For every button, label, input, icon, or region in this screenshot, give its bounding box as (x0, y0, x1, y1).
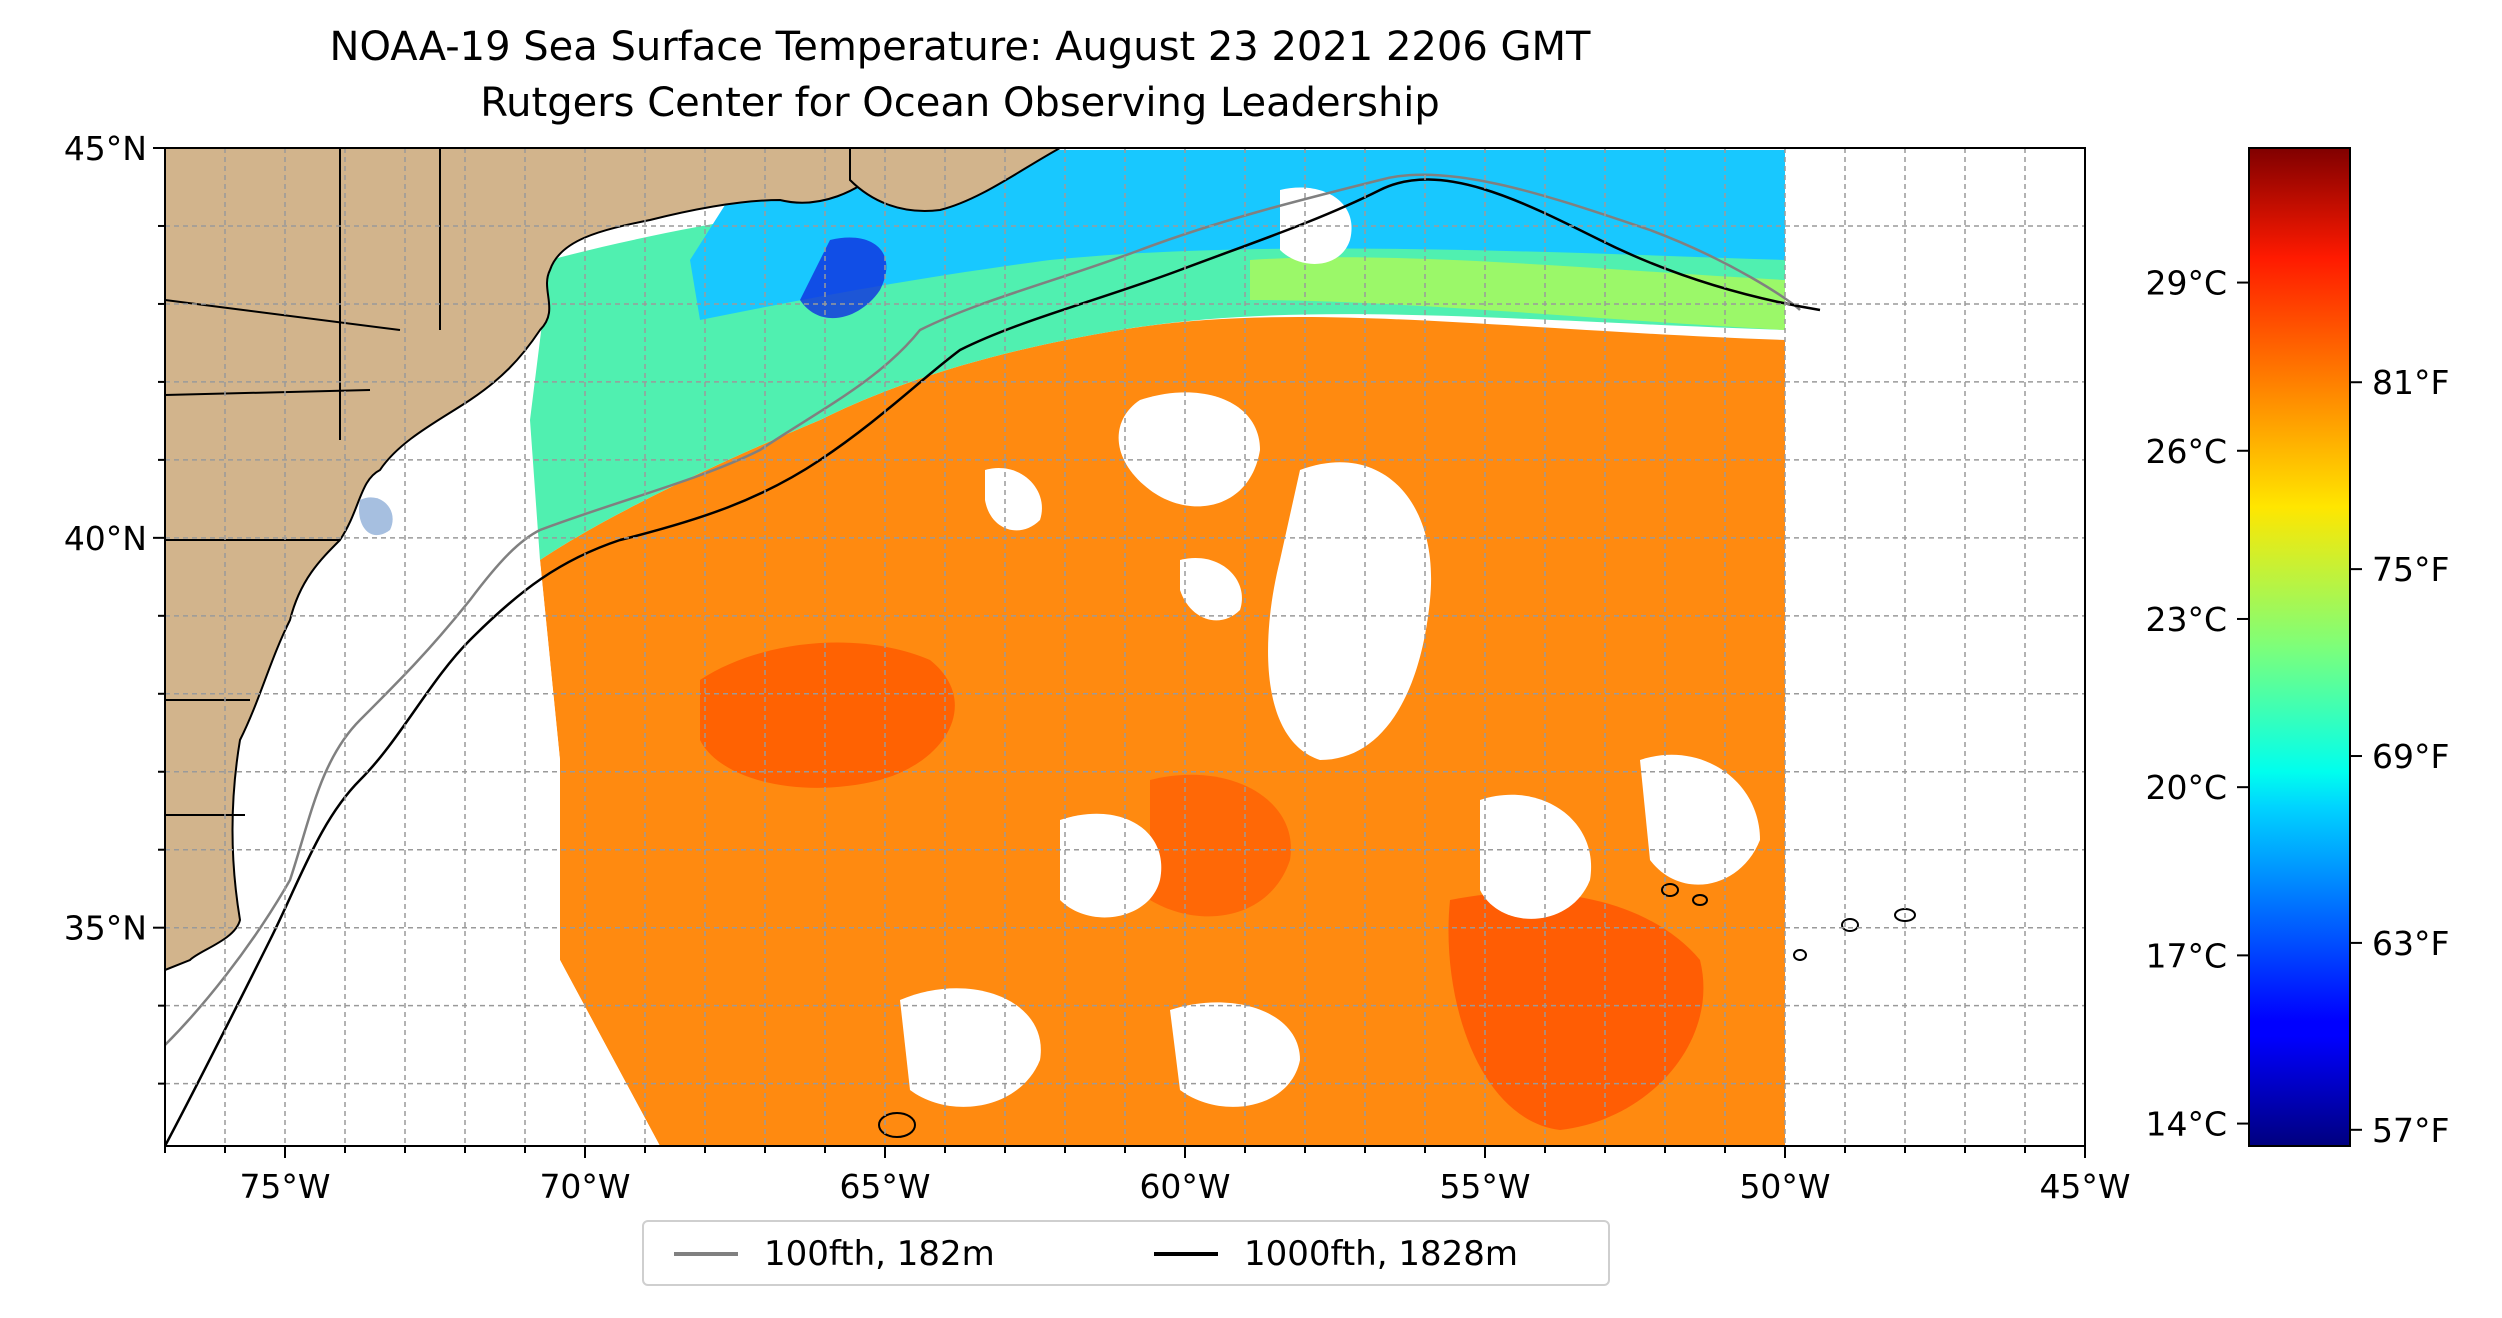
seamount-outlines (878, 883, 1916, 1138)
cbar-f-label: 69°F (2372, 737, 2449, 776)
cbar-c-label: 29°C (2145, 264, 2227, 303)
lat-tick-label: 40°N (64, 519, 147, 558)
cloud-gap-4 (1060, 813, 1162, 918)
sst-hot-south (1448, 892, 1704, 1130)
lon-tick-label: 60°W (1139, 1167, 1230, 1206)
colorbar-fahrenheit-ticks: 81°F 75°F 69°F 63°F 57°F (2350, 363, 2449, 1150)
cbar-f-label: 63°F (2372, 924, 2449, 963)
legend-item-100fth: 100fth, 182m (674, 1232, 995, 1276)
longitude-ticks: 75°W 70°W 65°W 60°W 55°W 50°W 45°W (164, 1146, 2131, 1206)
legend-label-100fth: 100fth, 182m (764, 1234, 995, 1274)
cloud-gap-3 (1280, 187, 1352, 264)
legend-item-1000fth: 1000fth, 1828m (1154, 1232, 1518, 1276)
state-boundaries (165, 148, 441, 816)
land-nova-scotia (849, 148, 1061, 212)
bay-accent (359, 497, 393, 536)
lon-tick-label: 45°W (2039, 1167, 2130, 1206)
sst-hot-core (700, 642, 955, 788)
isobath-100fth (165, 173, 1801, 1046)
chart-title: NOAA-19 Sea Surface Temperature: August … (329, 24, 1591, 70)
nodata-east (1785, 148, 2085, 1146)
isobath-legend: 100fth, 182m 1000fth, 1828m (642, 1220, 1610, 1286)
cbar-f-label: 75°F (2372, 550, 2449, 589)
cbar-c-label: 17°C (2145, 936, 2227, 975)
lon-tick-label: 50°W (1739, 1167, 1830, 1206)
sst-yellow-band (1250, 257, 1785, 330)
land-north-america (165, 148, 1061, 972)
cloud-gap-2 (1268, 462, 1432, 760)
colorbar-celsius-ticks: 29°C 26°C 23°C 20°C 17°C 14°C (2145, 264, 2249, 1144)
legend-label-1000fth: 1000fth, 1828m (1244, 1234, 1519, 1274)
colorbar (2248, 147, 2351, 1147)
cbar-c-label: 23°C (2145, 600, 2227, 639)
chart-subtitle: Rutgers Center for Ocean Observing Leade… (480, 80, 1440, 126)
isobath-1000fth (165, 178, 1821, 1146)
cloud-gap-1 (1118, 392, 1260, 507)
lon-tick-label: 75°W (239, 1167, 330, 1206)
cloud-gap-6 (1170, 1002, 1300, 1107)
cloud-gap-10 (1180, 558, 1242, 621)
cbar-c-label: 20°C (2145, 768, 2227, 807)
legend-swatch-black (1154, 1252, 1218, 1256)
sst-very-cold (800, 237, 887, 319)
cbar-c-label: 26°C (2145, 432, 2227, 471)
lat-tick-label: 45°N (64, 129, 147, 168)
cloud-gap-9 (985, 468, 1042, 531)
lon-tick-label: 55°W (1439, 1167, 1530, 1206)
cloud-gap-8 (1640, 754, 1760, 885)
cbar-c-label: 14°C (2145, 1105, 2227, 1144)
nodata-southwest (165, 560, 660, 1146)
lon-tick-label: 65°W (839, 1167, 930, 1206)
cbar-f-label: 57°F (2372, 1111, 2449, 1150)
latitude-ticks: 35°N 40°N 45°N (64, 129, 165, 1085)
legend-swatch-grey (674, 1252, 738, 1256)
cbar-f-label: 81°F (2372, 363, 2449, 402)
lat-tick-label: 35°N (64, 909, 147, 948)
lon-tick-label: 70°W (539, 1167, 630, 1206)
cloud-gap-7 (1480, 794, 1592, 919)
